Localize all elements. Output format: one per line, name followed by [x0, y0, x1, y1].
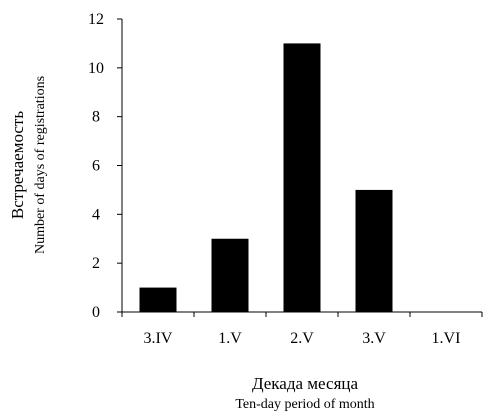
bar-3.IV	[139, 287, 177, 312]
y-tick-label-10: 10	[88, 60, 104, 77]
x-tick-label-1.V: 1.V	[218, 330, 242, 347]
x-tick-label-2.V: 2.V	[290, 330, 314, 347]
bar-3.V	[355, 189, 393, 312]
x-ticks-group: 3.IV 1.V 2.V 3.V 1.VI	[121, 312, 483, 347]
x-axis-title: Декада месяца	[252, 374, 359, 393]
y-tick-label-0: 0	[92, 304, 100, 321]
y-axis-title-en: Number of days of registrations	[33, 76, 48, 254]
y-tick-label-8: 8	[92, 109, 100, 126]
x-axis-title-en: Ten-day period of month	[235, 397, 374, 412]
x-tick-label-1.VI: 1.VI	[432, 330, 461, 347]
y-tick-label-2: 2	[92, 255, 100, 272]
y-axis-title: Встречаемость	[8, 111, 27, 219]
x-tick-label-3.V: 3.V	[362, 330, 386, 347]
y-tick-label-12: 12	[88, 11, 104, 28]
bars-group	[139, 43, 393, 313]
x-tick-label-3.IV: 3.IV	[144, 330, 173, 347]
y-tick-label-4: 4	[92, 206, 100, 223]
bar-2.V	[283, 43, 321, 313]
y-tick-label-6: 6	[92, 158, 100, 175]
bar-1.V	[211, 238, 249, 312]
y-ticks-group: 0 2 4 6 8 10 12	[88, 11, 122, 321]
